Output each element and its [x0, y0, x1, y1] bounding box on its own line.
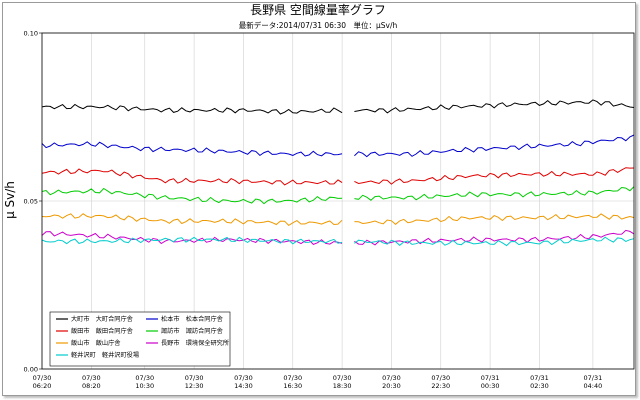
- series-line: [41, 213, 343, 227]
- axes: 0.000.050.1007/3006:2007/3008:2007/3010:…: [24, 30, 635, 390]
- legend-label: 軽井沢町 軽井沢町役場: [71, 351, 139, 359]
- x-tick-label-date: 07/30: [283, 374, 302, 382]
- x-tick-label-date: 07/30: [185, 374, 204, 382]
- x-tick-label-time: 00:30: [481, 382, 500, 390]
- series-line: [41, 231, 343, 245]
- legend-box: [49, 311, 231, 367]
- x-tick-label-time: 12:30: [185, 382, 204, 390]
- x-tick-label-date: 07/31: [481, 374, 500, 382]
- legend-label: 松本市 松本合同庁舎: [161, 315, 223, 323]
- series-layer: [41, 99, 635, 247]
- x-tick-label-time: 08:20: [82, 382, 101, 390]
- x-tick-label-date: 07/30: [382, 374, 401, 382]
- x-tick-label-time: 04:40: [584, 382, 603, 390]
- legend-label: 長野市 環境保全研究所: [161, 339, 229, 347]
- series-line: [354, 186, 635, 201]
- series-line: [41, 141, 343, 157]
- series-line: [354, 236, 635, 247]
- series-line: [354, 167, 635, 185]
- x-tick-label-date: 07/30: [33, 374, 52, 382]
- series-line: [41, 103, 343, 115]
- x-tick-label-date: 07/31: [530, 374, 549, 382]
- y-axis-label: μ Sv/h: [3, 181, 17, 219]
- y-tick-label: 0.10: [24, 30, 38, 38]
- x-tick-label-date: 07/30: [234, 374, 253, 382]
- x-tick-label-time: 14:30: [234, 382, 253, 390]
- x-tick-label-time: 02:30: [530, 382, 549, 390]
- series-line: [354, 213, 635, 225]
- x-tick-label-time: 06:20: [33, 382, 52, 390]
- y-tick-label: 0.05: [24, 198, 38, 206]
- chart-title: 長野県 空間線量率グラフ: [250, 2, 386, 17]
- legend-label: 諏訪市 諏訪合同庁舎: [161, 327, 223, 335]
- x-tick-label-time: 16:30: [283, 382, 302, 390]
- series-line: [41, 168, 343, 186]
- series-line: [354, 134, 635, 158]
- series-line: [41, 236, 343, 245]
- legend-label: 大町市 大町合同庁舎: [71, 315, 133, 323]
- series-line: [354, 229, 635, 246]
- x-tick-label-date: 07/31: [584, 374, 603, 382]
- legend-label: 飯山市 飯山庁舎: [71, 339, 121, 347]
- x-tick-label-date: 07/30: [333, 374, 352, 382]
- x-tick-label-date: 07/30: [82, 374, 101, 382]
- x-tick-label-date: 07/30: [135, 374, 154, 382]
- x-tick-label-time: 20:30: [382, 382, 401, 390]
- series-line: [354, 99, 635, 114]
- chart-subtitle: 最新データ:2014/07/31 06:30 単位：μSv/h: [239, 20, 398, 30]
- x-tick-label-time: 22:30: [431, 382, 450, 390]
- x-tick-label-date: 07/30: [431, 374, 450, 382]
- x-tick-label-time: 10:30: [135, 382, 154, 390]
- series-line: [41, 187, 343, 205]
- legend-label: 飯田市 飯田合同庁舎: [71, 327, 133, 335]
- y-tick-label: 0.00: [24, 366, 38, 374]
- x-tick-label-time: 18:30: [333, 382, 352, 390]
